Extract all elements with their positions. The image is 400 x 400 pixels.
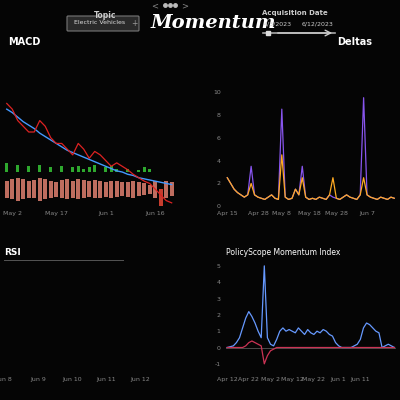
Bar [71, 180, 75, 198]
Bar [32, 180, 36, 198]
Bar [93, 165, 96, 172]
Bar [82, 180, 86, 198]
Text: >: > [182, 2, 188, 10]
Bar [5, 180, 9, 198]
Text: RSI: RSI [4, 248, 21, 257]
Bar [38, 178, 42, 200]
Text: 4/3/2023: 4/3/2023 [264, 22, 292, 26]
Bar [49, 168, 52, 172]
Bar [109, 180, 113, 198]
Text: +: + [131, 18, 137, 28]
Bar [148, 168, 151, 172]
Text: MACD: MACD [8, 37, 40, 47]
Bar [110, 166, 112, 172]
Text: PolicyScope Momentum Index: PolicyScope Momentum Index [226, 248, 340, 257]
Bar [115, 168, 118, 172]
Bar [120, 182, 124, 196]
Bar [71, 168, 74, 172]
Text: Electric Vehicles: Electric Vehicles [74, 20, 126, 26]
Bar [170, 182, 174, 196]
Bar [76, 180, 80, 199]
Bar [159, 189, 163, 218]
Bar [104, 168, 107, 172]
Bar [164, 180, 168, 198]
Bar [115, 181, 119, 197]
Bar [82, 168, 85, 172]
Bar [16, 165, 19, 172]
Bar [43, 179, 47, 200]
Bar [148, 184, 152, 194]
Bar [98, 180, 102, 198]
Text: Momentum: Momentum [150, 14, 276, 32]
Text: <: < [152, 2, 158, 10]
Bar [126, 168, 129, 172]
Bar [54, 182, 58, 196]
Bar [27, 180, 31, 198]
Bar [126, 182, 130, 196]
Bar [27, 166, 30, 172]
Bar [60, 180, 64, 198]
Text: Deltas: Deltas [338, 37, 372, 47]
Bar [93, 180, 97, 198]
Bar [131, 180, 135, 198]
Text: Acquisition Date: Acquisition Date [262, 10, 328, 16]
Bar [5, 163, 8, 172]
Bar [77, 166, 80, 172]
Bar [49, 180, 53, 198]
Bar [142, 184, 146, 195]
Bar [60, 166, 63, 172]
Bar [16, 178, 20, 200]
Text: 6/12/2023: 6/12/2023 [302, 22, 334, 26]
Text: Topic: Topic [94, 12, 116, 20]
Bar [38, 165, 41, 172]
Bar [21, 179, 25, 200]
Bar [153, 180, 157, 198]
Bar [87, 181, 91, 197]
Bar [88, 168, 90, 172]
Bar [143, 168, 146, 172]
FancyBboxPatch shape [67, 16, 139, 31]
Bar [10, 179, 14, 200]
Bar [137, 170, 140, 172]
Bar [104, 182, 108, 196]
Bar [137, 182, 141, 196]
Bar [65, 179, 69, 200]
